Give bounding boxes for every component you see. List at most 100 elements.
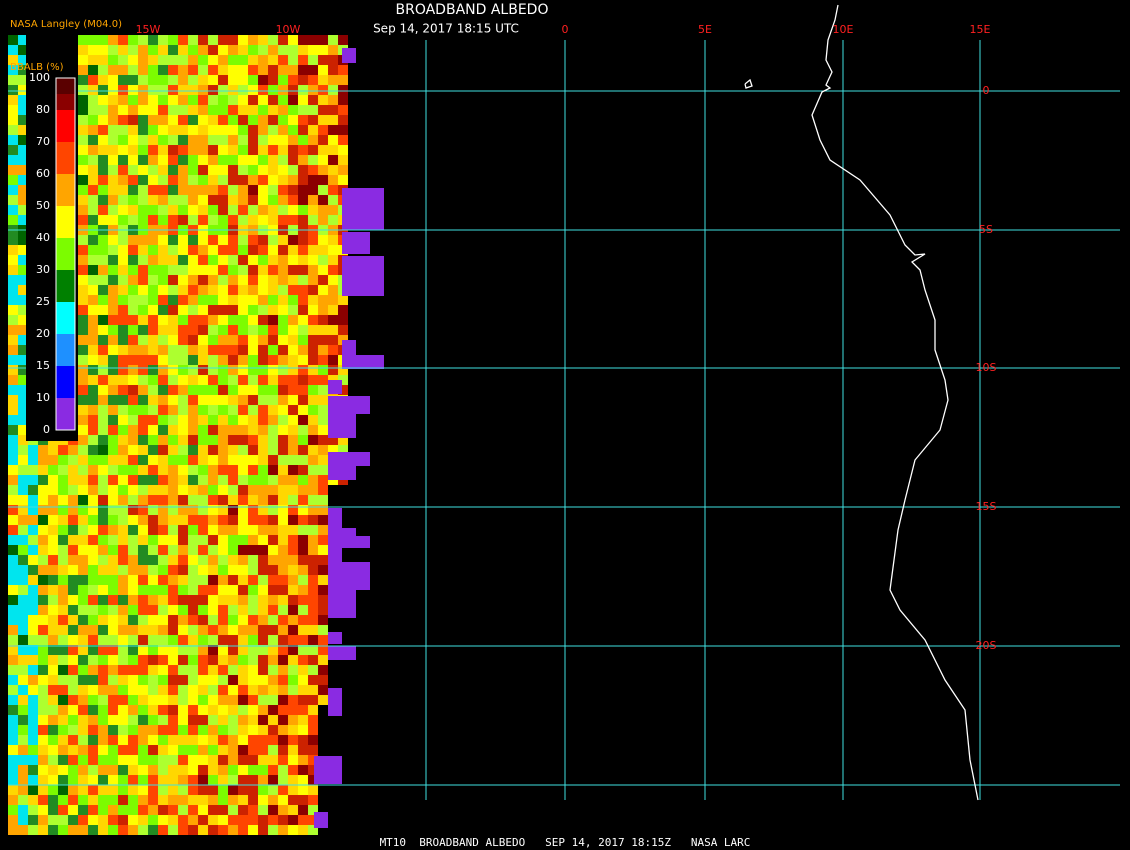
albedo-cell bbox=[158, 105, 168, 115]
albedo-cell bbox=[318, 565, 328, 575]
albedo-cell bbox=[18, 45, 28, 55]
albedo-cell bbox=[218, 305, 228, 315]
albedo-cell bbox=[198, 815, 208, 825]
albedo-cell bbox=[188, 205, 198, 215]
albedo-cell bbox=[248, 695, 258, 705]
albedo-cell bbox=[248, 255, 258, 265]
albedo-cell bbox=[178, 305, 188, 315]
albedo-cell bbox=[128, 555, 138, 565]
albedo-cell bbox=[298, 425, 308, 435]
albedo-cell bbox=[8, 345, 18, 355]
albedo-cell bbox=[208, 635, 218, 645]
albedo-cell bbox=[108, 375, 118, 385]
albedo-cell bbox=[218, 825, 228, 835]
albedo-cell bbox=[278, 755, 288, 765]
albedo-cell bbox=[228, 695, 238, 705]
albedo-cell bbox=[68, 465, 78, 475]
albedo-cell bbox=[48, 535, 58, 545]
albedo-cell bbox=[18, 195, 28, 205]
albedo-cell bbox=[278, 765, 288, 775]
albedo-cell bbox=[28, 635, 38, 645]
albedo-cell bbox=[108, 355, 118, 365]
albedo-cell bbox=[318, 195, 328, 205]
albedo-cell bbox=[18, 85, 28, 95]
albedo-cell bbox=[58, 575, 68, 585]
albedo-cell bbox=[138, 305, 148, 315]
albedo-cell bbox=[78, 645, 88, 655]
albedo-cell bbox=[318, 445, 328, 455]
albedo-cell bbox=[308, 785, 318, 795]
albedo-cell bbox=[78, 605, 88, 615]
albedo-cell bbox=[78, 455, 88, 465]
albedo-cell bbox=[258, 45, 268, 55]
albedo-cell bbox=[118, 115, 128, 125]
albedo-cell bbox=[188, 125, 198, 135]
albedo-cell bbox=[8, 495, 18, 505]
albedo-cell bbox=[148, 565, 158, 575]
albedo-cell bbox=[98, 125, 108, 135]
albedo-cell bbox=[248, 795, 258, 805]
albedo-cell bbox=[338, 175, 348, 185]
albedo-cell bbox=[228, 455, 238, 465]
albedo-cell bbox=[238, 45, 248, 55]
albedo-cell bbox=[238, 675, 248, 685]
albedo-cell bbox=[108, 165, 118, 175]
albedo-cell bbox=[288, 95, 298, 105]
albedo-cell bbox=[138, 455, 148, 465]
albedo-cell bbox=[338, 85, 348, 95]
albedo-cell bbox=[138, 665, 148, 675]
albedo-cell bbox=[108, 145, 118, 155]
albedo-cell bbox=[308, 715, 318, 725]
albedo-cell bbox=[88, 295, 98, 305]
albedo-cell bbox=[308, 515, 318, 525]
albedo-cell bbox=[288, 235, 298, 245]
albedo-cell bbox=[208, 365, 218, 375]
albedo-cell bbox=[18, 635, 28, 645]
albedo-cell bbox=[208, 195, 218, 205]
albedo-cell bbox=[198, 475, 208, 485]
albedo-cell bbox=[318, 365, 328, 375]
albedo-cell bbox=[148, 185, 158, 195]
albedo-cell bbox=[108, 235, 118, 245]
albedo-cell bbox=[218, 645, 228, 655]
albedo-cell bbox=[268, 695, 278, 705]
albedo-cell bbox=[238, 435, 248, 445]
albedo-cell bbox=[178, 545, 188, 555]
albedo-cell bbox=[248, 325, 258, 335]
albedo-cell bbox=[28, 605, 38, 615]
albedo-cell bbox=[338, 435, 348, 445]
albedo-cell bbox=[208, 385, 218, 395]
albedo-cell bbox=[298, 415, 308, 425]
albedo-cell bbox=[168, 165, 178, 175]
albedo-cell bbox=[18, 485, 28, 495]
albedo-cell bbox=[108, 685, 118, 695]
albedo-cell bbox=[198, 425, 208, 435]
albedo-cell bbox=[148, 35, 158, 45]
albedo-cell bbox=[318, 145, 328, 155]
albedo-cell bbox=[58, 705, 68, 715]
albedo-cell bbox=[118, 605, 128, 615]
albedo-cell bbox=[178, 825, 188, 835]
albedo-cell bbox=[138, 425, 148, 435]
albedo-cell bbox=[208, 245, 218, 255]
albedo-cell bbox=[308, 425, 318, 435]
albedo-cell bbox=[18, 685, 28, 695]
albedo-cell bbox=[308, 595, 318, 605]
albedo-cell bbox=[78, 705, 88, 715]
albedo-cell bbox=[268, 295, 278, 305]
albedo-cell bbox=[148, 695, 158, 705]
albedo-cell bbox=[88, 245, 98, 255]
albedo-cell bbox=[78, 355, 88, 365]
albedo-cell bbox=[38, 495, 48, 505]
albedo-cell bbox=[18, 795, 28, 805]
albedo-cell bbox=[118, 595, 128, 605]
albedo-cell bbox=[268, 45, 278, 55]
albedo-cell bbox=[118, 505, 128, 515]
albedo-cell bbox=[268, 475, 278, 485]
albedo-cell bbox=[98, 675, 108, 685]
albedo-cell bbox=[38, 655, 48, 665]
albedo-cell bbox=[238, 125, 248, 135]
albedo-cell bbox=[138, 695, 148, 705]
albedo-cell bbox=[98, 215, 108, 225]
albedo-cell bbox=[328, 445, 338, 455]
